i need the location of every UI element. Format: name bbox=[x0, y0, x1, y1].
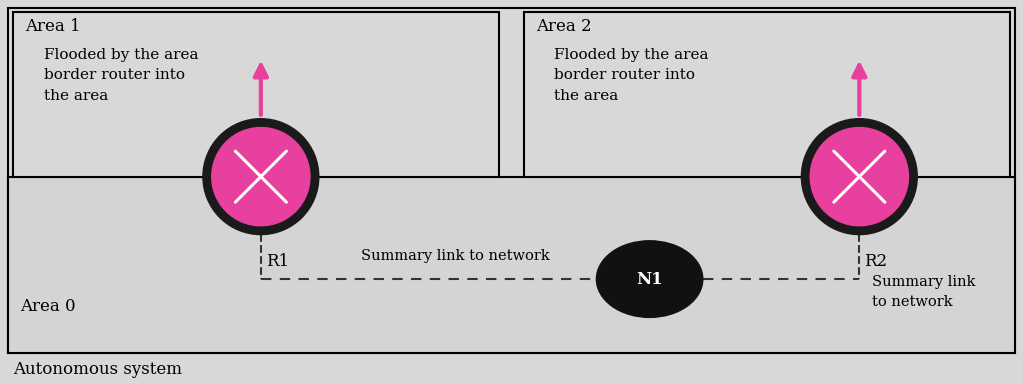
Ellipse shape bbox=[801, 119, 918, 235]
Text: Area 1: Area 1 bbox=[26, 18, 81, 35]
Bar bbox=[13, 12, 499, 177]
Text: Summary link to network: Summary link to network bbox=[361, 249, 549, 263]
Ellipse shape bbox=[596, 241, 703, 318]
Text: Summary link
to network: Summary link to network bbox=[872, 275, 975, 309]
Ellipse shape bbox=[203, 119, 319, 235]
Ellipse shape bbox=[212, 127, 310, 226]
Text: Flooded by the area
border router into
the area: Flooded by the area border router into t… bbox=[44, 48, 198, 103]
Bar bbox=[8, 177, 1015, 353]
Text: N1: N1 bbox=[636, 271, 663, 288]
Ellipse shape bbox=[810, 127, 908, 226]
Text: Flooded by the area
border router into
the area: Flooded by the area border router into t… bbox=[554, 48, 709, 103]
Text: R1: R1 bbox=[266, 253, 290, 270]
Text: R2: R2 bbox=[864, 253, 888, 270]
Text: Area 0: Area 0 bbox=[20, 298, 76, 315]
Bar bbox=[524, 12, 1010, 177]
Text: Area 2: Area 2 bbox=[536, 18, 591, 35]
Text: Autonomous system: Autonomous system bbox=[13, 361, 182, 378]
